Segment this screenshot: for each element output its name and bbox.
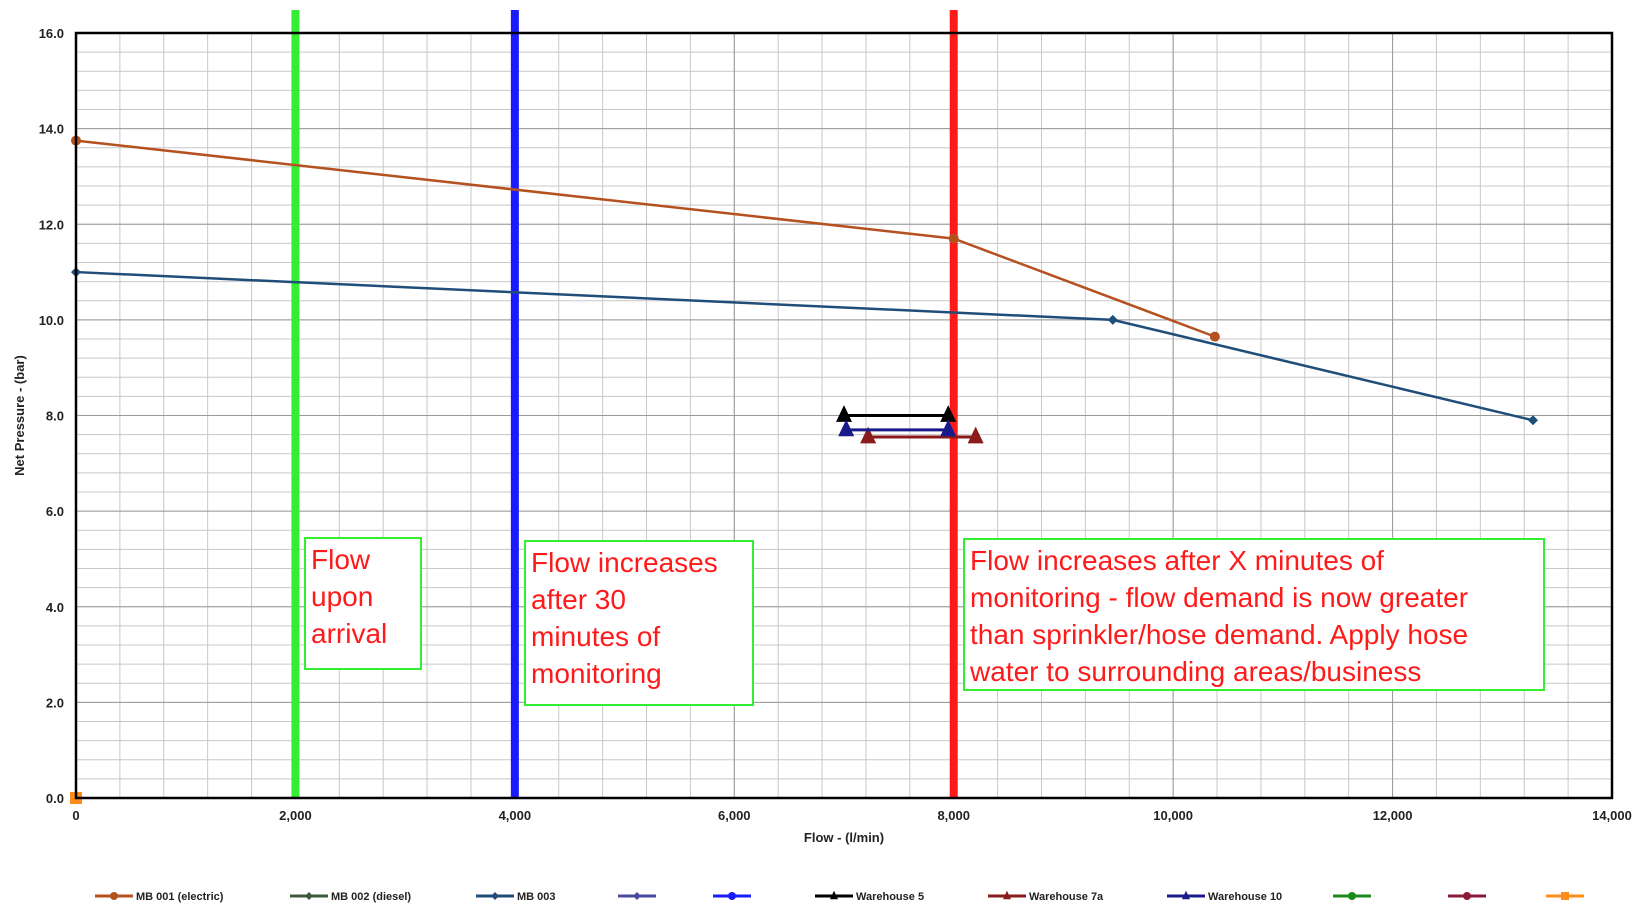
data-point — [948, 233, 959, 244]
legend-label: MB 002 (diesel) — [331, 891, 411, 903]
x-axis-title: Flow - (l/min) — [804, 830, 884, 845]
legend-label: Warehouse 7a — [1029, 891, 1104, 903]
axis-ticks: 0 2,000 4,000 6,000 8,000 10,000 12,000 14,000 0… — [39, 26, 1632, 823]
annotation-line: water to surrounding areas/business — [969, 656, 1421, 687]
legend-marker — [1182, 890, 1190, 900]
y-tick-label: 10.0 — [39, 313, 64, 328]
legend-marker — [1561, 892, 1569, 900]
y-tick-label: 8.0 — [46, 409, 64, 424]
legend-label: Warehouse 10 — [1208, 891, 1282, 903]
annotation-line: Flow increases after X minutes of — [970, 545, 1384, 576]
legend-label: MB 003 — [517, 891, 556, 903]
legend-item — [713, 892, 751, 900]
y-tick-label: 0.0 — [46, 791, 64, 806]
legend-item: MB 002 (diesel) — [290, 891, 411, 903]
legend-item: Warehouse 5 — [815, 890, 924, 903]
y-tick-label: 12.0 — [39, 217, 64, 232]
y-tick-label: 4.0 — [46, 600, 64, 615]
annotation-line: upon — [311, 581, 373, 612]
data-point — [1528, 415, 1539, 426]
y-tick-label: 14.0 — [39, 122, 64, 137]
data-point — [838, 419, 855, 437]
legend: MB 001 (electric) MB 002 (diesel) MB 003 Wa… — [95, 890, 1584, 903]
legend-item: Warehouse 10 — [1167, 890, 1282, 903]
x-tick-label: 8,000 — [937, 808, 970, 823]
y-tick-label: 16.0 — [39, 26, 64, 41]
legend-marker — [728, 892, 736, 900]
annotation-line: arrival — [311, 618, 387, 649]
series — [70, 135, 1539, 804]
series-8 — [838, 419, 957, 437]
x-tick-label: 10,000 — [1153, 808, 1193, 823]
series-7 — [860, 426, 984, 444]
annotation-line: monitoring - flow demand is now greater — [970, 582, 1468, 613]
annotation-line: Flow increases — [531, 547, 718, 578]
series-1 — [71, 135, 1220, 342]
legend-item: MB 001 (electric) — [95, 891, 224, 903]
legend-label: MB 001 (electric) — [136, 891, 224, 903]
data-point — [940, 419, 957, 437]
y-axis-title: Net Pressure - (bar) — [12, 355, 27, 476]
legend-item — [1333, 892, 1371, 900]
annotations: Flow upon arrival Flow increases after 30 min… — [304, 537, 1545, 706]
x-tick-label: 12,000 — [1373, 808, 1413, 823]
data-point — [940, 405, 957, 422]
x-tick-label: 2,000 — [279, 808, 312, 823]
vertical-markers — [291, 10, 958, 798]
legend-marker — [110, 892, 118, 900]
data-point — [1209, 331, 1220, 342]
series-6 — [836, 405, 957, 422]
y-tick-label: 6.0 — [46, 504, 64, 519]
annotation-box-1: Flow upon arrival — [304, 537, 422, 670]
data-point — [836, 405, 852, 422]
annotation-border — [524, 540, 754, 706]
data-point — [860, 426, 877, 444]
legend-item: Warehouse 7a — [988, 890, 1104, 903]
legend-marker — [633, 892, 641, 900]
annotation-line: minutes of — [531, 621, 660, 652]
legend-marker — [1463, 892, 1471, 900]
annotation-line: monitoring — [531, 658, 662, 689]
x-tick-label: 0 — [72, 808, 79, 823]
legend-marker — [1003, 890, 1011, 900]
x-tick-label: 14,000 — [1592, 808, 1632, 823]
y-tick-label: 2.0 — [46, 695, 64, 710]
annotation-line: Flow — [311, 544, 371, 575]
legend-item — [1546, 892, 1584, 900]
annotation-border — [963, 538, 1545, 691]
x-tick-label: 4,000 — [499, 808, 532, 823]
data-point — [967, 426, 984, 444]
x-tick-label: 6,000 — [718, 808, 751, 823]
legend-item: MB 003 — [476, 891, 556, 903]
annotation-box-2: Flow increases after 30 minutes of monitori… — [524, 540, 754, 706]
annotation-box-3: Flow increases after X minutes of monitor… — [963, 538, 1545, 691]
data-point — [1107, 314, 1118, 325]
annotation-line: than sprinkler/hose demand. Apply hose — [970, 619, 1468, 650]
series-3 — [71, 267, 1539, 426]
legend-item — [1448, 892, 1486, 900]
annotation-line: after 30 — [531, 584, 626, 615]
legend-label: Warehouse 5 — [856, 891, 924, 903]
legend-marker — [305, 892, 313, 900]
grid — [75, 32, 1613, 799]
legend-marker — [491, 892, 499, 900]
legend-marker — [830, 890, 838, 900]
plot-area — [74, 31, 1614, 800]
annotation-border — [304, 537, 422, 670]
legend-item — [618, 892, 656, 900]
legend-marker — [1348, 892, 1356, 900]
